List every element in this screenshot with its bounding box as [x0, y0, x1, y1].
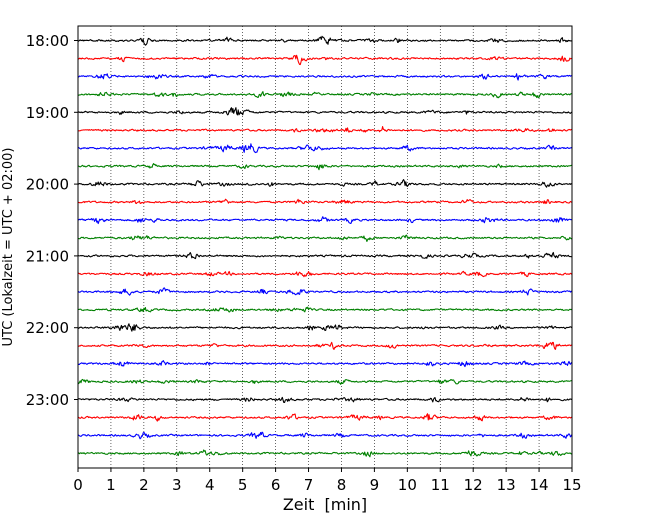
x-tick-label: 8: [337, 476, 347, 494]
trace-line: [77, 107, 573, 116]
trace-line: [77, 323, 573, 332]
trace-line: [77, 143, 573, 154]
x-tick-label: 2: [139, 476, 149, 494]
y-tick-label: 20:00: [26, 176, 69, 194]
trace-group: [77, 35, 573, 458]
plot-area-background: [78, 26, 572, 468]
trace-line: [77, 449, 573, 458]
x-tick-label: 3: [172, 476, 182, 494]
trace-line: [77, 54, 573, 66]
y-tick-label: 21:00: [26, 247, 69, 265]
x-tick-label: 11: [431, 476, 450, 494]
x-tick-label: 5: [238, 476, 248, 494]
x-tick-label: 9: [370, 476, 380, 494]
x-tick-label: 14: [530, 476, 549, 494]
y-tick-label: 18:00: [26, 32, 69, 50]
trace-line: [77, 179, 573, 188]
y-tick-label: 19:00: [26, 104, 69, 122]
trace-line: [77, 126, 573, 133]
x-axis-ticks: 0 1 2 3 4 5 6 7 8 9 10 11 12 13 14 15: [73, 468, 582, 494]
y-tick-label: 22:00: [26, 319, 69, 337]
trace-line: [77, 341, 573, 350]
trace-line: [77, 216, 572, 225]
x-tick-label: 12: [464, 476, 483, 494]
x-tick-label: 1: [106, 476, 116, 494]
trace-line: [77, 431, 573, 440]
x-tick-label: 6: [271, 476, 281, 494]
x-tick-label: 10: [398, 476, 417, 494]
trace-line: [77, 198, 573, 205]
trace-line: [77, 306, 573, 313]
y-tick-label: 23:00: [26, 391, 69, 409]
plot-frame: [77, 25, 573, 469]
trace-line: [77, 91, 573, 99]
y-axis-ticks: 18:00 19:00 20:00 21:00 22:00 23:00: [26, 32, 78, 409]
trace-line: [77, 378, 573, 385]
x-axis-label: Zeit [min]: [283, 495, 367, 514]
x-tick-label: 13: [497, 476, 516, 494]
trace-line: [77, 270, 573, 278]
trace-line: [77, 251, 573, 260]
x-tick-label: 7: [304, 476, 314, 494]
trace-line: [77, 73, 573, 81]
x-tick-label: 4: [205, 476, 215, 494]
x-tick-label: 0: [73, 476, 83, 494]
trace-line: [77, 413, 573, 422]
trace-line: [77, 287, 573, 296]
trace-line: [77, 163, 573, 171]
trace-line: [77, 35, 573, 46]
trace-line: [77, 360, 573, 368]
trace-line: [77, 396, 573, 404]
x-tick-label: 15: [562, 476, 581, 494]
trace-line: [77, 234, 573, 243]
y-axis-label: UTC (Lokalzeit = UTC + 02:00): [1, 148, 16, 347]
